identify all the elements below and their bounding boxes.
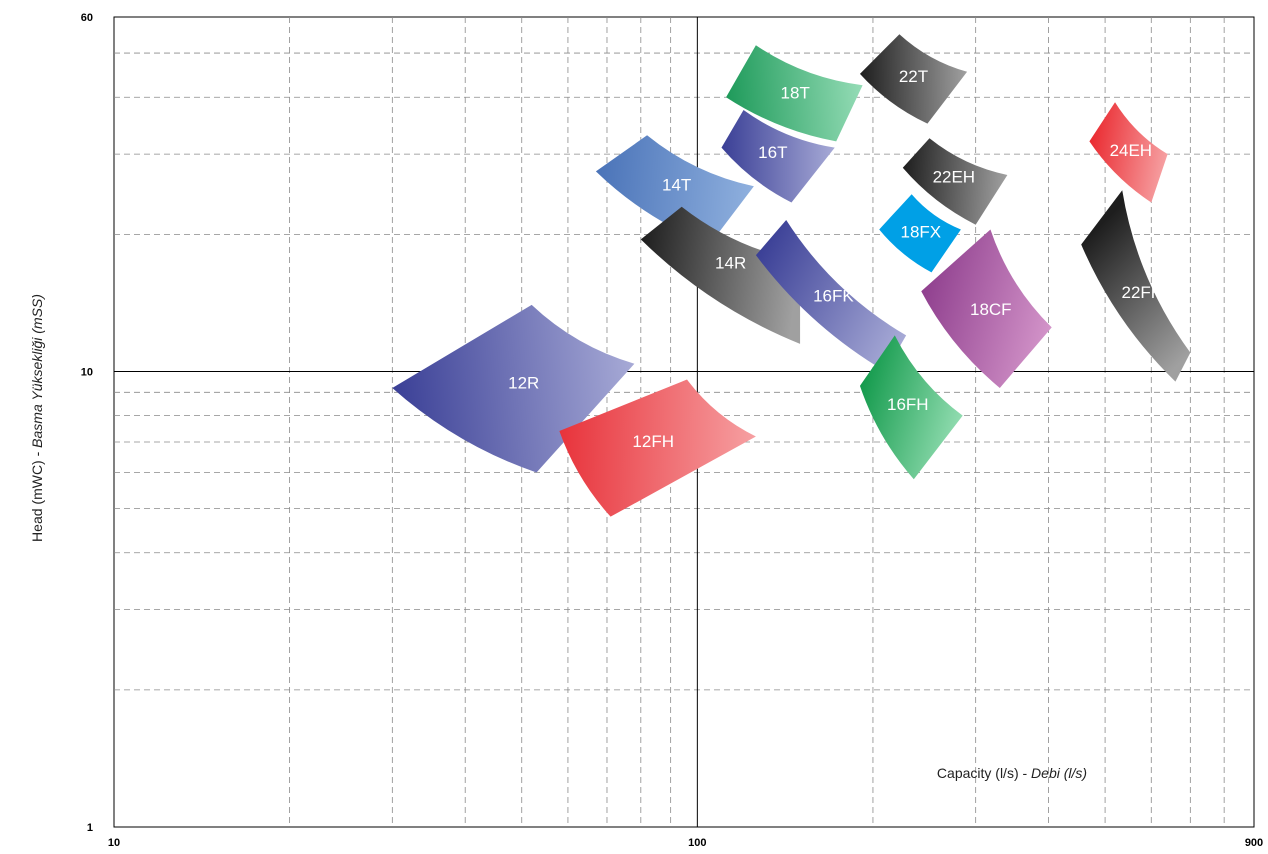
region-18cf: [921, 229, 1052, 388]
region-label-16fh: 16FH: [887, 395, 929, 414]
region-label-22t: 22T: [899, 67, 928, 86]
x-axis-title: Capacity (l/s) - Debi (l/s): [937, 765, 1087, 781]
region-16fk: [755, 220, 907, 372]
region-18t: [726, 45, 863, 142]
region-labels: 12R 12FH 14T 14R 16T 18T 22T 16FK 16FH 18FX 18CF 22…: [508, 67, 1163, 451]
region-label-16fk: 16FK: [813, 287, 854, 306]
region-14r: [640, 206, 801, 344]
x-tick-label: 10: [108, 837, 120, 849]
region-label-22fh: 22FH: [1122, 283, 1164, 302]
region-24eh: [1089, 102, 1168, 203]
x-axis-title-main: Capacity (l/s) -: [937, 765, 1031, 781]
region-22eh: [902, 138, 1008, 225]
region-22fh: [1081, 190, 1191, 382]
pump-regions: [392, 34, 1191, 517]
grid-lines: [114, 17, 1254, 827]
y-tick-label: 60: [81, 12, 93, 24]
x-tick-label: 900: [1245, 837, 1263, 849]
region-label-12fh: 12FH: [632, 432, 674, 451]
region-12fh: [559, 379, 756, 517]
x-axis-title-italic: Debi (l/s): [1031, 765, 1087, 781]
region-22t: [859, 34, 968, 124]
region-label-18fx: 18FX: [900, 222, 941, 241]
region-18fx: [879, 194, 961, 273]
region-16t: [721, 109, 835, 203]
y-axis-title: Head (mWC) - Basma Yüksekliği (mSS): [29, 294, 45, 542]
y-axis-title-main: Head (mWC) -: [29, 448, 45, 542]
y-tick-label: 10: [81, 366, 93, 378]
region-label-24eh: 24EH: [1110, 141, 1153, 160]
y-tick-label: 1: [87, 822, 93, 834]
tick-labels: 10 100 900 1 10 60: [81, 12, 1263, 849]
x-tick-label: 100: [688, 837, 706, 849]
y-axis-title-italic: Basma Yüksekliği (mSS): [29, 294, 45, 448]
region-label-16t: 16T: [758, 143, 787, 162]
region-label-14r: 14R: [715, 254, 746, 273]
region-label-18cf: 18CF: [970, 300, 1012, 319]
region-label-12r: 12R: [508, 373, 539, 392]
region-label-14t: 14T: [662, 175, 691, 194]
region-14t: [595, 135, 754, 245]
region-label-18t: 18T: [781, 83, 810, 102]
region-16fh: [859, 335, 963, 480]
region-label-22eh: 22EH: [933, 167, 976, 186]
